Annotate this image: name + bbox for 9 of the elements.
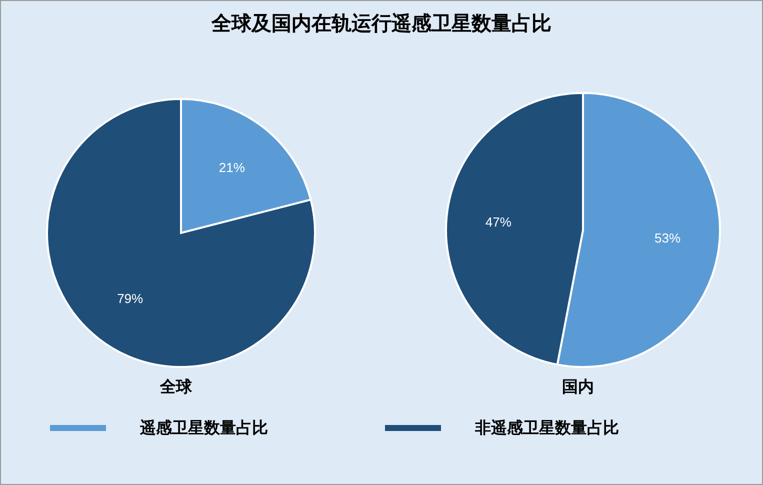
legend-label: 非遥感卫星数量占比	[475, 418, 619, 438]
legend-label: 遥感卫星数量占比	[140, 418, 268, 438]
data-label: 47%	[485, 214, 512, 230]
slice-label: 全球	[158, 377, 193, 397]
slice-label: 国内	[561, 377, 595, 397]
data-label: 79%	[117, 291, 144, 306]
data-label: 53%	[654, 230, 682, 246]
chart-title: 全球及国内在轨运行遥感卫星数量占比	[210, 10, 552, 37]
data-label: 21%	[218, 160, 246, 175]
